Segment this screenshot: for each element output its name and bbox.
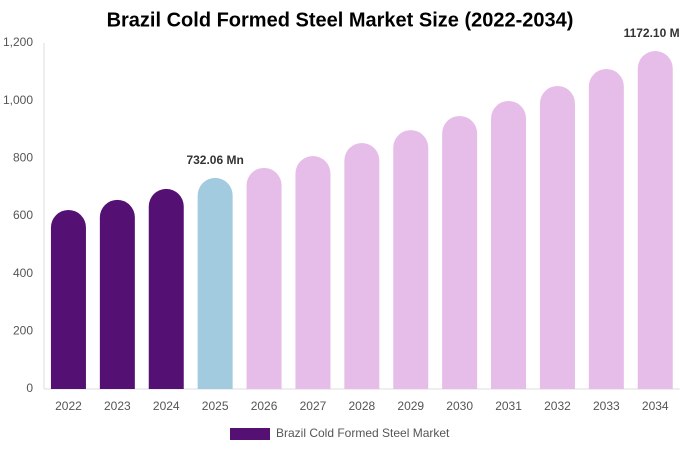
x-tick-label: 2032: [544, 399, 571, 413]
x-tick-label: 2033: [593, 399, 620, 413]
x-tick-label: 2029: [397, 399, 424, 413]
x-tick-label: 2024: [153, 399, 180, 413]
x-tick-label: 2025: [202, 399, 229, 413]
bar: [539, 85, 575, 389]
bar: [637, 51, 673, 390]
bar: [246, 167, 282, 389]
chart-title: Brazil Cold Formed Steel Market Size (20…: [107, 9, 574, 31]
y-tick-label: 1,000: [3, 93, 33, 107]
x-tick-label: 2027: [300, 399, 327, 413]
bar: [148, 188, 184, 389]
bar: [295, 156, 331, 389]
y-tick-label: 600: [13, 208, 33, 222]
bar: [393, 130, 429, 389]
x-tick-label: 2028: [348, 399, 375, 413]
y-tick-label: 400: [13, 266, 33, 280]
bar: [344, 143, 380, 389]
value-label: 732.06 Mn: [186, 153, 243, 167]
x-tick-label: 2030: [446, 399, 473, 413]
y-tick-label: 1,200: [3, 35, 33, 49]
bar: [491, 100, 527, 389]
x-tick-label: 2022: [55, 399, 82, 413]
x-tick-label: 2034: [642, 399, 669, 413]
bar: [588, 68, 624, 389]
value-label: 1172.10 Mn: [624, 26, 680, 40]
x-tick-label: 2023: [104, 399, 131, 413]
y-tick-label: 0: [26, 381, 33, 395]
x-tick-label: 2031: [495, 399, 522, 413]
bar: [99, 199, 135, 389]
bar: [50, 209, 86, 389]
x-tick-label: 2026: [251, 399, 278, 413]
bar: [442, 115, 478, 389]
legend-swatch: [230, 428, 270, 440]
bar: [197, 177, 233, 389]
y-tick-label: 800: [13, 151, 33, 165]
legend-label: Brazil Cold Formed Steel Market: [276, 426, 450, 440]
y-tick-label: 200: [13, 324, 33, 338]
